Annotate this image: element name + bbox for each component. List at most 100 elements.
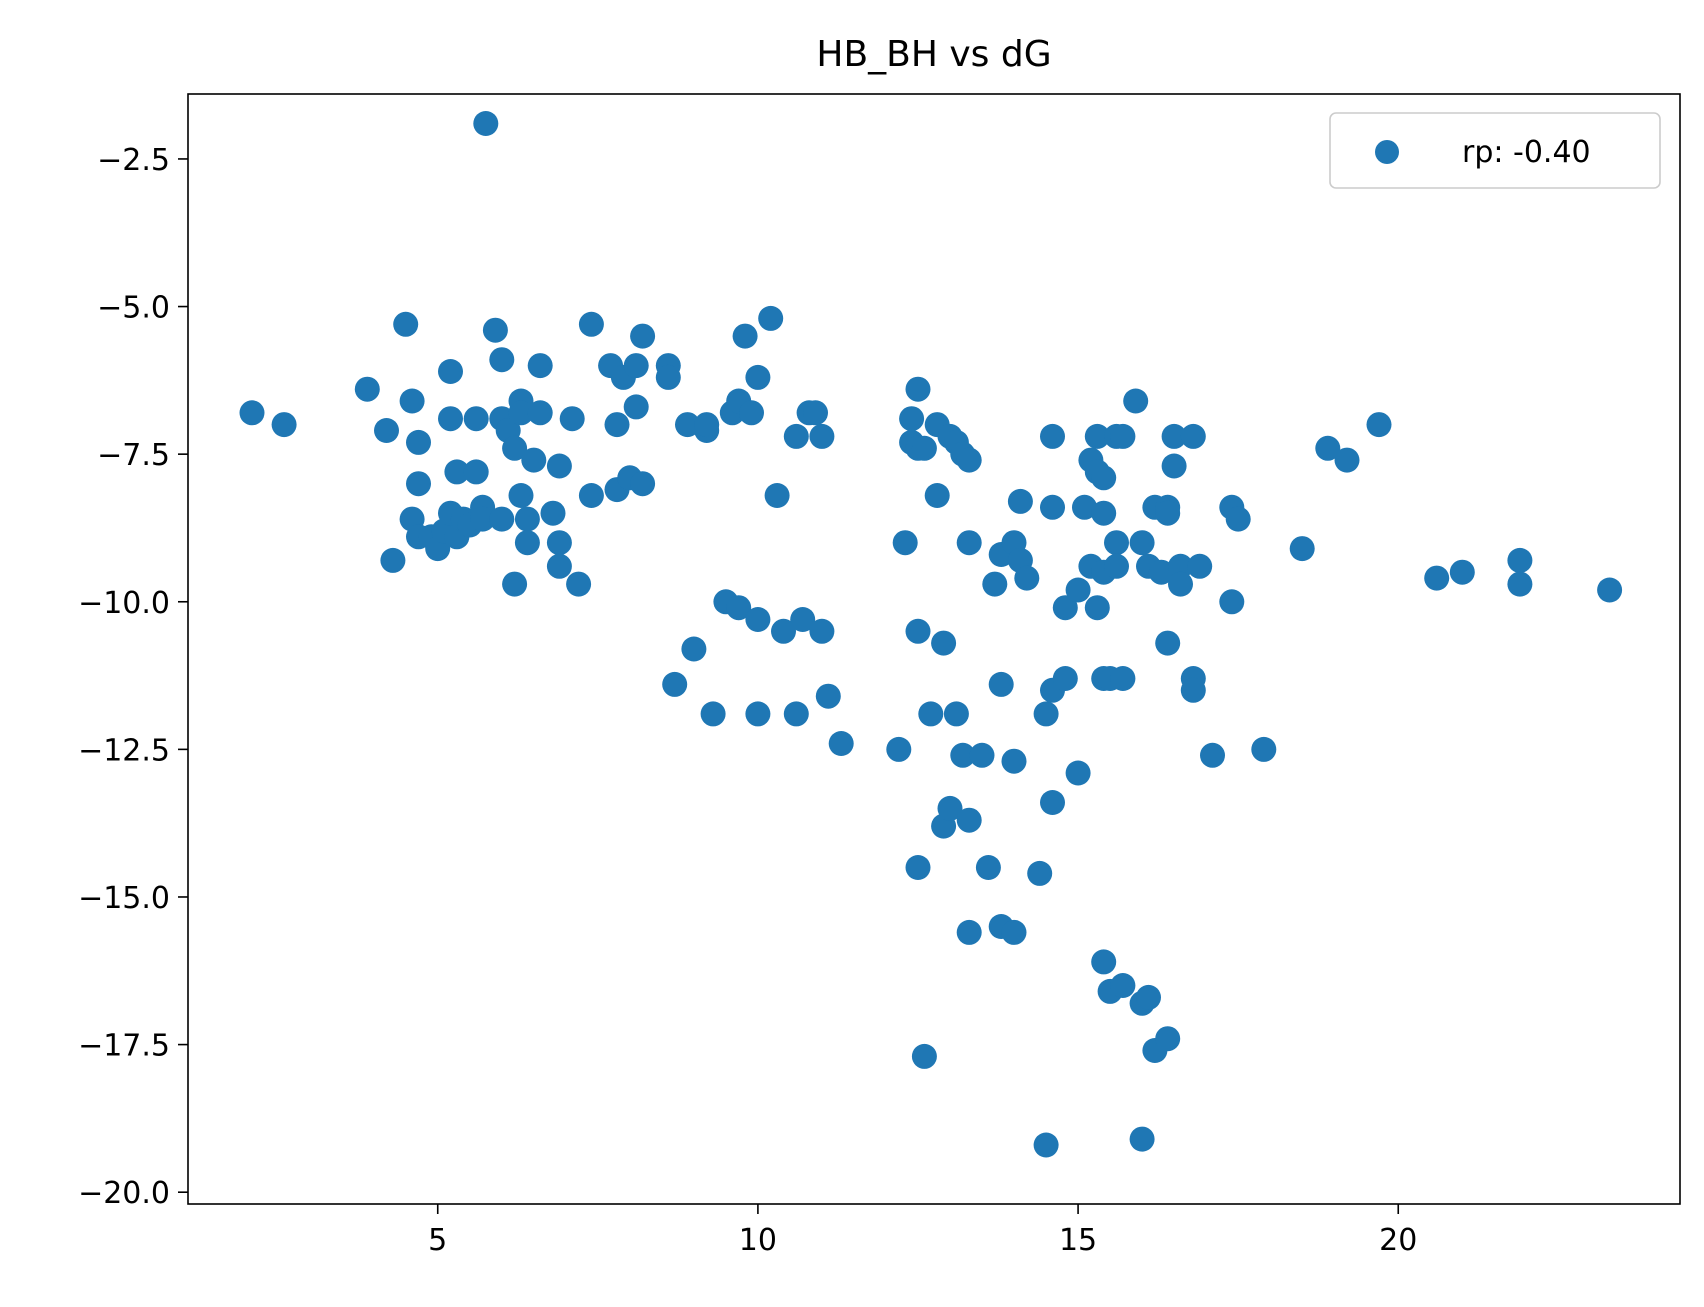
- data-point: [924, 483, 950, 508]
- data-point: [393, 311, 419, 337]
- data-point: [1001, 748, 1027, 774]
- data-point: [700, 701, 726, 727]
- data-point: [546, 453, 572, 479]
- data-point: [546, 553, 572, 579]
- data-point: [1065, 577, 1091, 603]
- data-point: [783, 423, 809, 449]
- data-point: [918, 701, 944, 727]
- data-point: [681, 636, 707, 662]
- data-point: [1219, 589, 1245, 615]
- data-point: [1001, 919, 1027, 945]
- data-point: [1027, 860, 1053, 886]
- legend: rp: -0.40: [1329, 112, 1661, 189]
- data-point: [758, 305, 784, 331]
- data-point: [892, 530, 918, 556]
- data-point: [943, 701, 969, 727]
- y-tick-label: −15.0: [78, 881, 170, 916]
- data-point: [1180, 677, 1206, 703]
- data-point: [899, 406, 925, 432]
- data-point: [1129, 530, 1155, 556]
- data-point: [1155, 500, 1181, 526]
- data-point: [1104, 553, 1129, 579]
- data-point: [931, 630, 957, 656]
- data-point: [438, 359, 463, 384]
- data-point: [438, 406, 463, 432]
- x-tick-label: 15: [1059, 1223, 1097, 1258]
- data-point: [1225, 506, 1251, 532]
- data-point: [527, 400, 553, 426]
- data-point: [988, 671, 1014, 697]
- data-point: [675, 412, 700, 438]
- data-point: [1155, 1026, 1181, 1052]
- data-point: [809, 423, 835, 449]
- data-point: [1040, 790, 1065, 815]
- data-point: [1200, 742, 1225, 768]
- data-point: [566, 571, 592, 597]
- y-tick-label: −10.0: [78, 586, 170, 621]
- data-point: [783, 701, 809, 727]
- data-point: [1289, 536, 1315, 562]
- x-tick-label: 20: [1379, 1223, 1417, 1258]
- data-point: [1091, 500, 1117, 526]
- data-point: [982, 571, 1008, 597]
- data-point: [956, 530, 982, 556]
- data-point: [886, 736, 912, 762]
- data-point: [578, 483, 604, 508]
- data-point: [726, 595, 752, 621]
- data-point: [489, 347, 515, 373]
- data-point: [1065, 760, 1091, 786]
- data-point: [1161, 423, 1187, 449]
- data-point: [745, 607, 771, 632]
- data-point: [1366, 412, 1392, 438]
- data-point: [514, 530, 540, 556]
- data-point: [1424, 565, 1450, 591]
- data-point: [969, 742, 995, 768]
- data-point: [406, 471, 431, 497]
- data-point: [1597, 577, 1623, 603]
- data-point: [905, 855, 931, 880]
- data-point: [1052, 595, 1078, 621]
- data-point: [489, 506, 515, 532]
- data-point: [828, 731, 854, 756]
- x-tick-label: 10: [739, 1223, 777, 1258]
- data-point: [694, 412, 720, 438]
- data-point: [739, 400, 764, 426]
- y-tick-label: −5.0: [97, 291, 170, 326]
- data-point: [1315, 435, 1341, 461]
- data-point: [1449, 559, 1475, 585]
- legend-label: rp: -0.40: [1462, 135, 1591, 170]
- data-point: [1072, 494, 1097, 520]
- y-tick-label: −20.0: [78, 1176, 170, 1211]
- data-point: [1110, 666, 1136, 691]
- data-point: [1507, 547, 1533, 573]
- data-point: [911, 435, 937, 461]
- data-point: [905, 376, 931, 402]
- data-point: [1180, 423, 1206, 449]
- data-point: [271, 412, 297, 438]
- data-point: [1110, 423, 1136, 449]
- data-point: [604, 412, 630, 438]
- data-point: [1334, 447, 1360, 473]
- data-point: [374, 418, 399, 443]
- data-point: [1161, 453, 1187, 479]
- data-point: [764, 483, 790, 508]
- data-point: [559, 406, 585, 432]
- data-point: [623, 353, 649, 379]
- data-point: [1123, 388, 1149, 414]
- data-point: [771, 618, 796, 644]
- data-point: [470, 506, 496, 532]
- legend-marker: [1375, 140, 1399, 164]
- data-point: [937, 795, 963, 821]
- data-point: [1129, 1126, 1155, 1152]
- data-point: [815, 683, 841, 709]
- plot-area-frame: [187, 93, 1681, 1205]
- data-point: [956, 447, 982, 473]
- data-point: [956, 807, 982, 833]
- data-point: [239, 400, 265, 426]
- data-point: [1148, 559, 1174, 585]
- data-point: [975, 855, 1001, 880]
- data-point: [1155, 630, 1181, 656]
- data-point: [1014, 565, 1040, 591]
